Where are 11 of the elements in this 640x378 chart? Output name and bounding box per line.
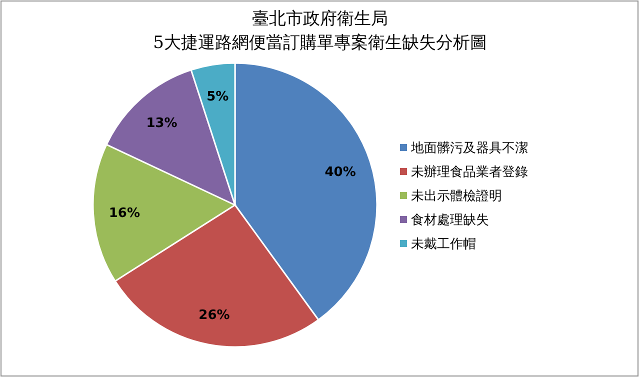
legend-label: 未辦理食品業者登錄 xyxy=(411,165,528,180)
data-label: 5% xyxy=(206,90,229,105)
data-label: 16% xyxy=(108,206,140,221)
legend-label: 食材處理缺失 xyxy=(411,213,489,228)
data-label: 26% xyxy=(198,308,230,323)
data-label: 40% xyxy=(324,164,356,180)
legend-label: 地面髒污及器具不潔 xyxy=(410,141,528,156)
legend-label: 未出示體檢證明 xyxy=(411,189,502,204)
data-label: 13% xyxy=(146,116,178,131)
legend-label: 未戴工作帽 xyxy=(411,237,476,252)
chart-title: 臺北市政府衛生局 5大捷運路網便當訂購單專案衛生缺失分析圖 xyxy=(153,9,487,53)
